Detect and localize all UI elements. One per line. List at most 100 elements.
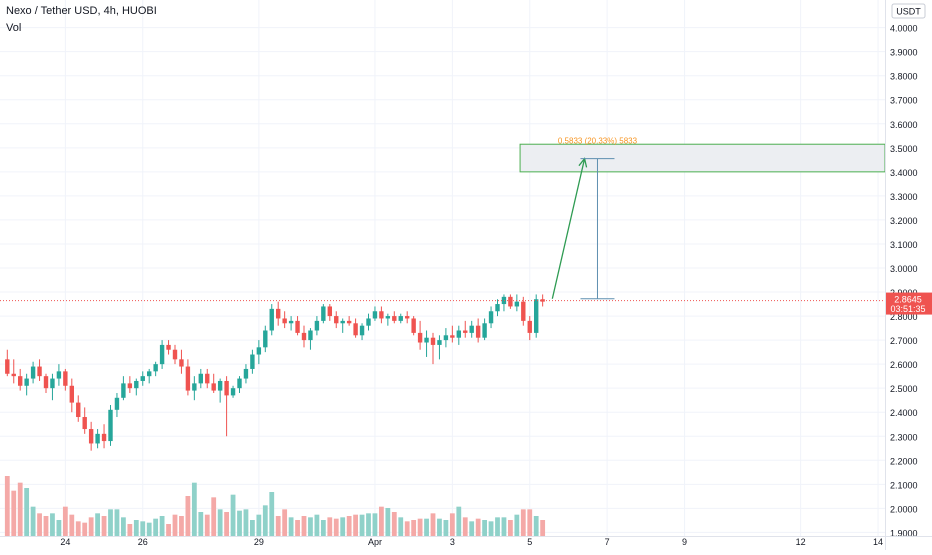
currency-badge[interactable] (891, 3, 926, 19)
volume-bar (527, 509, 533, 536)
volume-bar (108, 509, 113, 536)
candle-body (514, 301, 520, 307)
volume-bar (133, 520, 139, 536)
volume-bar (172, 514, 178, 536)
candle-body (301, 332, 307, 341)
volume-bar (185, 496, 191, 536)
volume-bar (230, 494, 236, 536)
candle-body (121, 383, 126, 398)
projection-drawing[interactable]: 0.5833 (20.33%) 5833 (519, 137, 886, 300)
volume-bar (95, 513, 100, 536)
volume-bar (127, 524, 133, 536)
candle-body (69, 385, 74, 403)
volume-bars (4, 476, 546, 536)
volume-bar (366, 513, 371, 536)
volume-bar (121, 517, 126, 536)
time-tick-label: 9 (682, 537, 687, 547)
volume-bar (75, 521, 81, 536)
volume-bar (50, 513, 55, 536)
candle-body (11, 373, 16, 377)
volume-bar (411, 520, 417, 536)
price-tick-label: 2.6000 (890, 360, 918, 370)
volume-bar (191, 482, 197, 536)
volume-bar (179, 516, 184, 536)
candle-body (108, 409, 113, 442)
candle-body (346, 320, 352, 324)
price-range-label: 0.5833 (20.33%) 5833 (558, 137, 638, 146)
price-axis[interactable]: 4.0000 3.9000 3.8000 3.7000 3.6000 3.5000 3.40… (885, 0, 932, 550)
volume-bar (288, 517, 294, 536)
candle-body (282, 318, 287, 324)
candle-body (288, 320, 294, 324)
volume-bar (217, 509, 223, 536)
volume-bar (320, 520, 326, 536)
volume-bar (372, 513, 378, 536)
candle-body (379, 311, 384, 319)
candle-body (101, 433, 107, 442)
volume-bar (327, 517, 333, 536)
candle-body (430, 337, 436, 345)
bar-countdown: 03:51:35 (890, 304, 925, 314)
candle-body (18, 376, 23, 386)
candle-body (192, 383, 197, 391)
volume-bar (469, 521, 475, 536)
candle-body (134, 380, 139, 389)
volume-label: Vol (6, 22, 22, 34)
volume-bar (391, 512, 397, 536)
candle-body (82, 417, 87, 430)
candle-body (198, 373, 203, 384)
volume-bar (17, 482, 23, 536)
volume-bar (269, 492, 275, 536)
candle-body (24, 378, 29, 386)
volume-bar (69, 514, 75, 536)
candle-body (243, 368, 249, 379)
candle-body (450, 335, 455, 338)
price-tick-label: 3.4000 (890, 168, 918, 178)
volume-bar (533, 516, 539, 536)
candle-body (501, 296, 507, 305)
candle-body (224, 380, 229, 396)
time-axis[interactable]: 242629Apr3579121416 (0, 536, 932, 548)
volume-bar (379, 506, 384, 536)
candle-body (488, 311, 494, 324)
volume-bar (417, 518, 423, 536)
candle-body (334, 316, 339, 324)
candle-body (372, 311, 378, 319)
time-tick-label: Apr (368, 537, 382, 547)
candle-body (417, 332, 423, 343)
price-tick-label: 3.8000 (890, 72, 918, 82)
volume-bar (398, 517, 404, 536)
price-tick-label: 3.1000 (890, 240, 918, 250)
candle-body (179, 359, 184, 367)
volume-bar (82, 522, 88, 536)
volume-bar (101, 516, 107, 536)
price-candles (5, 294, 545, 451)
candle-body (43, 376, 49, 389)
volume-bar (159, 516, 165, 536)
volume-bar (308, 517, 313, 536)
candle-body (508, 296, 513, 307)
volume-bar (437, 518, 442, 536)
candle-body (469, 325, 474, 333)
price-tick-label: 2.1000 (890, 480, 918, 490)
volume-bar (204, 514, 210, 536)
volume-bar (508, 520, 513, 536)
price-tick-label: 2.0000 (890, 504, 918, 514)
time-tick-label: 12 (796, 537, 806, 547)
volume-bar (243, 509, 249, 536)
volume-bar (333, 518, 339, 536)
candle-body (237, 378, 242, 389)
volume-bar (88, 517, 94, 536)
price-tick-label: 3.3000 (890, 192, 918, 202)
last-price-value: 2.8645 (894, 295, 922, 305)
volume-bar (224, 512, 229, 536)
candle-body (366, 318, 371, 326)
volume-bar (449, 513, 455, 536)
volume-bar (301, 516, 307, 536)
price-tick-label: 1.9000 (890, 528, 918, 538)
candle-body (527, 320, 532, 333)
candle-body (353, 323, 358, 336)
volume-bar (256, 514, 262, 536)
